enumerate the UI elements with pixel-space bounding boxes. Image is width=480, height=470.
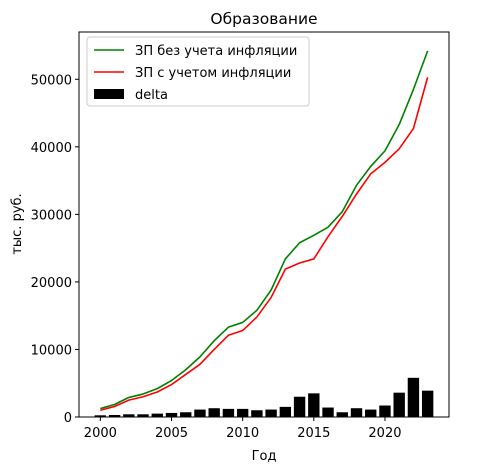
legend: ЗП без учета инфляции ЗП с учетом инфляци… (86, 36, 310, 107)
series-line-1 (100, 77, 429, 412)
delta-bar (94, 415, 107, 417)
delta-bar (194, 409, 206, 417)
y-axis: 0 10000 20000 30000 40000 50000 (31, 73, 79, 426)
y-tick-label: 50000 (31, 73, 72, 88)
delta-bar (236, 408, 249, 417)
delta-bar (151, 413, 163, 417)
delta-bar (180, 412, 192, 417)
delta-bar (222, 408, 235, 417)
delta-bar (308, 393, 320, 417)
delta-bar (137, 414, 149, 417)
delta-bar (208, 408, 220, 417)
series-line-0 (100, 50, 429, 410)
delta-bar (265, 409, 277, 417)
legend-entry-label: ЗП с учетом инфляции (135, 66, 291, 81)
delta-bar (350, 408, 363, 417)
delta-bar (336, 412, 348, 417)
delta-bar (407, 377, 420, 417)
delta-bar (365, 409, 377, 417)
legend-box (86, 36, 310, 107)
chart-title: Образование (210, 10, 317, 28)
legend-swatch (94, 89, 124, 99)
delta-bar (123, 414, 135, 417)
x-axis: 2000 2005 2010 2015 2020 (84, 417, 402, 441)
series-2 (94, 377, 434, 417)
delta-bar (322, 407, 334, 417)
x-tick-label: 2005 (155, 426, 188, 441)
x-tick-label: 2000 (84, 426, 117, 441)
delta-bar (393, 392, 405, 417)
x-tick-label: 2020 (368, 426, 401, 441)
y-tick-label: 0 (64, 411, 72, 426)
axes-frame (78, 31, 450, 418)
y-axis-label: тыс. руб. (10, 193, 25, 254)
plot-area (94, 50, 434, 417)
y-tick-label: 10000 (31, 343, 72, 358)
x-tick-label: 2015 (297, 426, 330, 441)
x-tick-label: 2010 (226, 426, 259, 441)
delta-bar (251, 410, 263, 417)
delta-bar (108, 414, 121, 417)
y-tick-label: 40000 (31, 141, 72, 156)
delta-bar (421, 390, 434, 417)
y-tick-label: 30000 (31, 208, 72, 223)
legend-entry-label: delta (135, 88, 168, 103)
legend-entry-label: ЗП без учета инфляции (135, 44, 297, 59)
delta-bar (165, 412, 178, 417)
delta-bar (293, 396, 306, 417)
x-axis-label: Год (252, 449, 277, 464)
y-tick-label: 20000 (31, 276, 72, 291)
delta-bar (379, 405, 391, 417)
delta-bar (279, 406, 292, 417)
